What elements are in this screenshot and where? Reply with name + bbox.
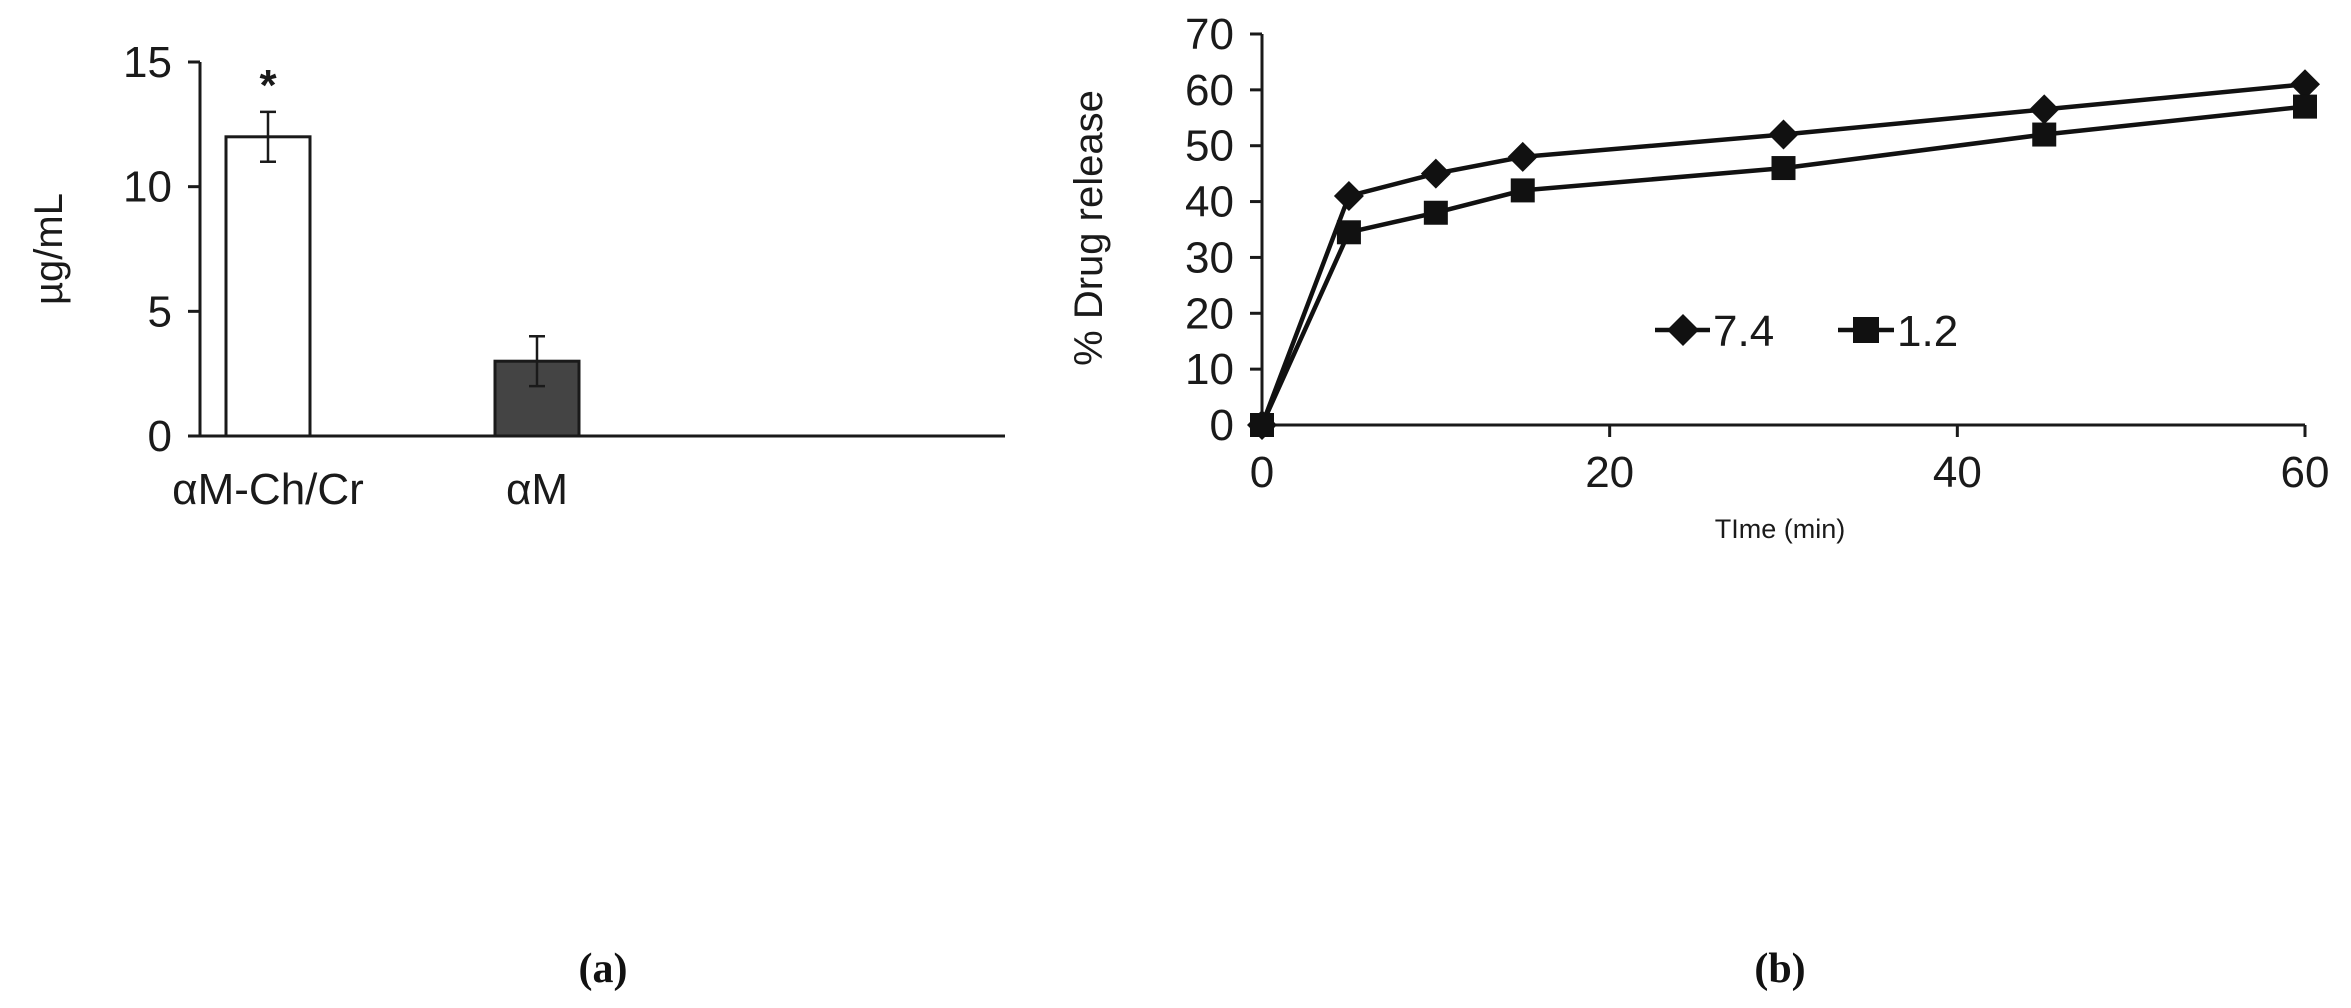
data-point-square xyxy=(1510,178,1535,203)
data-point-diamond xyxy=(2029,94,2060,125)
legend-marker-square xyxy=(1853,317,1879,343)
bar-category-label: αM-Ch/Cr xyxy=(172,465,364,514)
bar-y-tick-label: 15 xyxy=(123,38,172,87)
bar-1 xyxy=(224,135,312,438)
data-point-diamond xyxy=(2290,69,2320,100)
line-y-tick-label: 70 xyxy=(1185,10,1234,59)
series-line-1-2 xyxy=(1259,104,2306,426)
line-x-tick-label: 20 xyxy=(1585,448,1634,497)
data-point-square xyxy=(1423,200,1448,225)
line-y-tick-label: 20 xyxy=(1185,289,1234,338)
significance-marker: * xyxy=(259,61,277,110)
line-x-tick-label: 60 xyxy=(2281,448,2330,497)
data-point-square xyxy=(1336,220,1361,245)
line-chart-panel: 0 10 20 30 40 50 60 70 0 20 40 60 % Drug release T… xyxy=(1067,10,2329,992)
data-point-diamond xyxy=(1507,141,1538,172)
data-point-square xyxy=(2032,122,2057,147)
bar-chart-panel: 0 5 10 15 * αM-Ch/Cr αM µg/mL (a) xyxy=(27,38,1005,992)
data-point-square xyxy=(2293,94,2317,119)
line-x-axis-label: TIme (min) xyxy=(1715,514,1846,544)
legend-marker-diamond xyxy=(1667,314,1699,346)
bar-y-axis-label: µg/mL xyxy=(27,193,71,305)
bar-y-tick-label: 5 xyxy=(148,287,172,336)
data-point-diamond xyxy=(1768,119,1799,150)
panel-label-b: (b) xyxy=(1754,946,1805,992)
legend-label-1-2: 1.2 xyxy=(1897,307,1958,356)
data-point-diamond xyxy=(1420,158,1451,189)
data-point-diamond xyxy=(1333,180,1364,211)
line-x-tick-label: 40 xyxy=(1933,448,1982,497)
bar-y-tick-label: 10 xyxy=(123,163,172,212)
line-y-tick-label: 30 xyxy=(1185,233,1234,282)
line-y-tick-label: 50 xyxy=(1185,122,1234,171)
line-y-axis-label: % Drug release xyxy=(1067,90,1111,366)
panel-label-a: (a) xyxy=(579,946,628,992)
line-y-tick-label: 10 xyxy=(1185,345,1234,394)
line-x-tick-label: 0 xyxy=(1250,448,1274,497)
line-y-tick-label: 60 xyxy=(1185,66,1234,115)
legend-label-7-4: 7.4 xyxy=(1713,307,1774,356)
legend: 7.4 1.2 xyxy=(1655,307,1958,356)
bar-y-tick-label: 0 xyxy=(148,412,172,461)
line-y-tick-label: 0 xyxy=(1210,401,1234,450)
data-point-square xyxy=(1771,156,1796,181)
bar-category-label: αM xyxy=(506,465,568,514)
line-y-tick-label: 40 xyxy=(1185,178,1234,227)
data-point-square xyxy=(1250,413,1274,437)
